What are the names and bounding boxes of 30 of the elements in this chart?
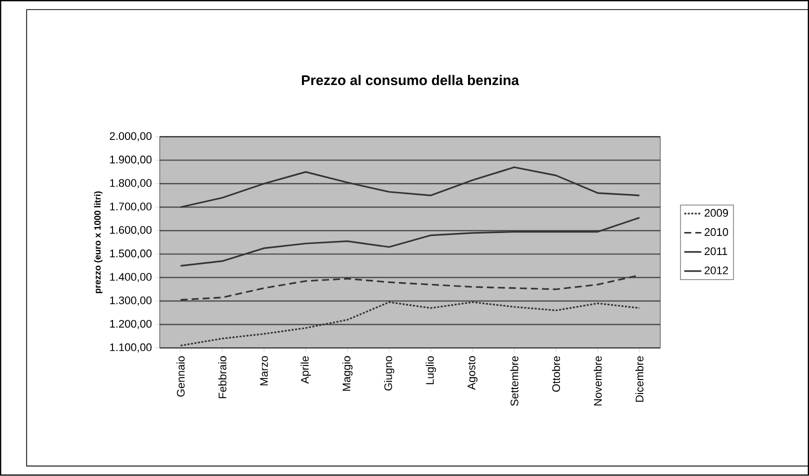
x-tick-label: Giugno <box>384 356 394 391</box>
x-tick-label: Febbraio <box>218 356 226 398</box>
x-tick-label: Novembre <box>594 356 602 406</box>
x-tick-label: Settembre <box>510 356 518 406</box>
y-tick-label: 2.000,00 <box>110 132 152 142</box>
legend-label: 2011 <box>704 248 728 256</box>
x-tick-label: Marzo <box>260 356 268 386</box>
x-tick-label: Ottobre <box>552 356 560 392</box>
x-tick-label: Agosto <box>468 356 478 390</box>
y-tick-label: 1.500,00 <box>110 250 152 259</box>
y-tick-label: 1.600,00 <box>110 226 152 236</box>
x-tick-label: Dicembre <box>635 356 644 402</box>
x-tick-label: Gennaio <box>176 356 185 397</box>
line-series <box>180 302 640 347</box>
legend-label: 2012 <box>704 266 728 274</box>
y-tick-label: 1.700,00 <box>110 202 152 212</box>
x-tick-label: Maggio <box>342 356 353 391</box>
y-tick-label: 1.300,00 <box>110 296 152 306</box>
x-tick-label: Aprile <box>300 356 311 384</box>
y-axis-title: prezzo (euro x 1000 litri) <box>94 192 102 294</box>
x-tick-label: Luglio <box>426 356 436 384</box>
y-tick-label: 1.400,00 <box>110 273 152 282</box>
y-tick-label: 1.900,00 <box>110 156 152 165</box>
y-tick-label: 1.100,00 <box>110 344 152 353</box>
legend-label: 2010 <box>704 228 728 236</box>
y-tick-label: 1.200,00 <box>110 320 152 330</box>
y-tick-label: 1.800,00 <box>110 179 152 188</box>
legend-label: 2009 <box>704 209 728 217</box>
chart-title: Prezzo al consumo della benzina <box>302 75 520 86</box>
line-series <box>180 166 640 208</box>
